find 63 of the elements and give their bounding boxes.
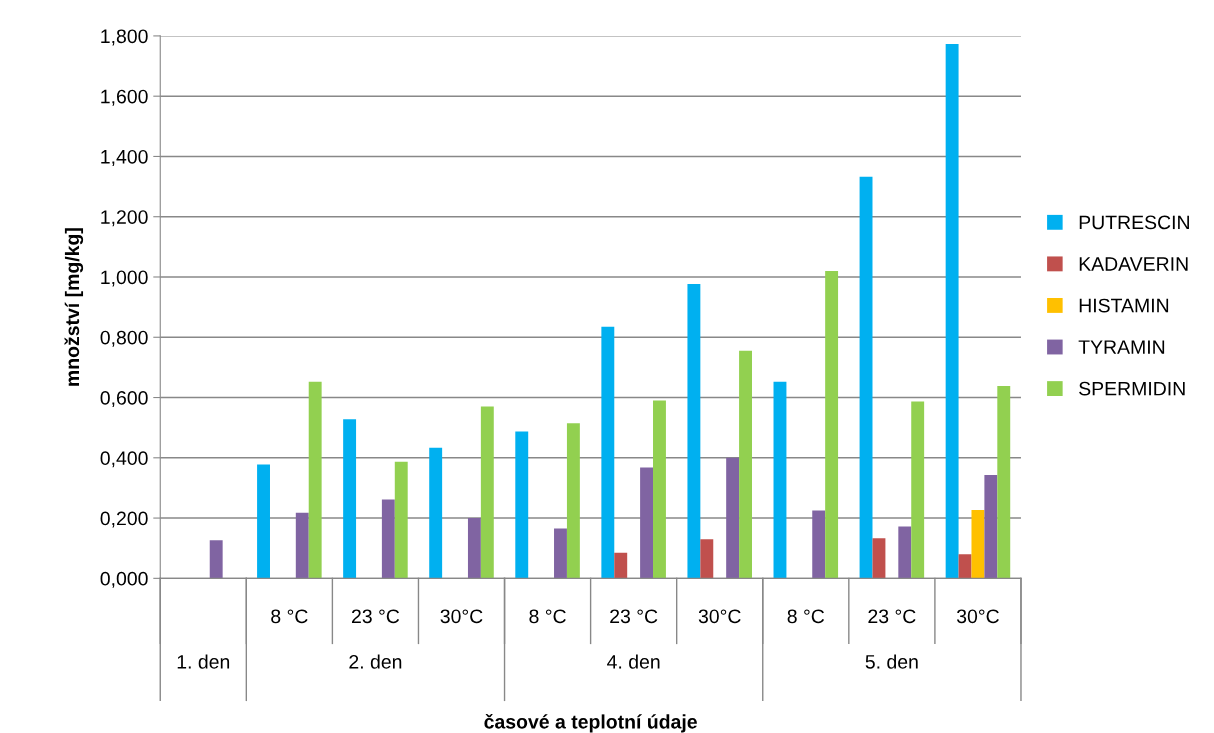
bar bbox=[859, 176, 873, 579]
text: 1. den bbox=[177, 654, 230, 669]
bar bbox=[429, 447, 443, 579]
x-tick-label: 23 °C bbox=[351, 609, 400, 624]
legend-label: KADAVERIN bbox=[1079, 257, 1188, 271]
y-tick-label: 0,600 bbox=[100, 391, 148, 408]
text: 2. den bbox=[349, 654, 402, 669]
x-tick-label: 8 °C bbox=[271, 609, 308, 624]
x-tick-label: 8 °C bbox=[787, 609, 825, 624]
bar bbox=[911, 401, 925, 579]
bar bbox=[687, 283, 701, 579]
bar bbox=[812, 510, 826, 579]
bar bbox=[554, 528, 567, 579]
x-tick-label: 30°C bbox=[440, 609, 483, 624]
x-tick-label: 23 °C bbox=[610, 609, 658, 624]
bar bbox=[984, 474, 998, 579]
x-tick-label: 23 °C bbox=[868, 609, 916, 624]
bar bbox=[343, 419, 357, 579]
bar bbox=[825, 270, 839, 579]
text: 5. den bbox=[865, 654, 918, 669]
bar bbox=[467, 518, 481, 579]
legend-label: SPERMIDIN bbox=[1079, 381, 1185, 396]
bar bbox=[958, 554, 972, 579]
y-tick-label: 1,200 bbox=[101, 210, 148, 227]
bar bbox=[700, 539, 714, 579]
bar bbox=[566, 423, 580, 579]
bar bbox=[997, 386, 1011, 579]
x-tick-label: 8 °C bbox=[529, 609, 566, 624]
legend-label: HISTAMIN bbox=[1079, 298, 1169, 313]
y-tick-label: 1,400 bbox=[101, 149, 148, 166]
legend-label: PUTRESCIN bbox=[1079, 215, 1189, 230]
x-tick-label: 30°C bbox=[698, 609, 741, 624]
y-tick-label: 0,800 bbox=[100, 330, 148, 347]
x-axis-title: časové a teplotní údaje bbox=[484, 713, 697, 733]
bar bbox=[971, 509, 985, 579]
bar bbox=[381, 499, 395, 579]
bar bbox=[295, 512, 309, 579]
bar bbox=[898, 526, 912, 579]
y-tick-label: 1,000 bbox=[101, 270, 148, 287]
bar bbox=[601, 326, 615, 579]
bar bbox=[773, 381, 787, 579]
bar bbox=[394, 461, 408, 579]
bar bbox=[726, 457, 740, 579]
legend-label: TYRAMIN bbox=[1078, 340, 1165, 354]
bar bbox=[308, 381, 322, 579]
bar bbox=[653, 400, 666, 579]
bar bbox=[945, 44, 959, 579]
bar bbox=[872, 538, 886, 579]
y-tick-label: 1,600 bbox=[101, 89, 148, 106]
bar bbox=[640, 467, 654, 579]
bar bbox=[480, 406, 494, 579]
bar bbox=[614, 552, 628, 579]
bar bbox=[257, 464, 270, 579]
y-tick-label: 1,800 bbox=[101, 29, 148, 46]
y-tick-label: 0,000 bbox=[100, 571, 148, 588]
text: 4. den bbox=[607, 654, 660, 669]
bar bbox=[209, 540, 223, 579]
x-tick-label: 30°C bbox=[956, 609, 999, 624]
y-tick-label: 0,200 bbox=[100, 511, 148, 528]
bar bbox=[739, 350, 752, 579]
y-axis-title: množství [mg/kg] bbox=[64, 228, 84, 386]
y-tick-label: 0,400 bbox=[100, 451, 148, 468]
bar bbox=[515, 431, 529, 579]
